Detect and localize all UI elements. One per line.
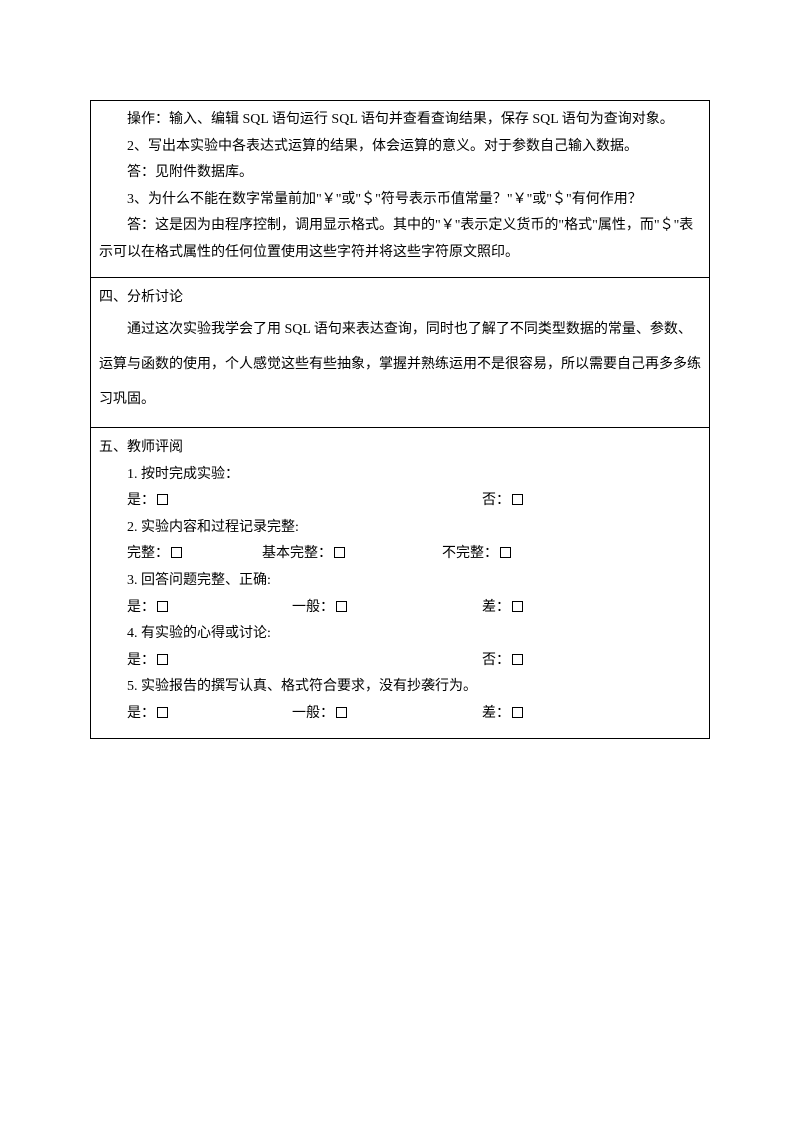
q5-text: 5. 实验报告的撰写认真、格式符合要求，没有抄袭行为。 [99, 674, 701, 701]
q4-no-label: 否： [482, 653, 510, 668]
document-table: 操作：输入、编辑 SQL 语句运行 SQL 语句并查看查询结果，保存 SQL 语… [90, 100, 710, 739]
q3-bad-checkbox[interactable] [512, 601, 523, 612]
q5-yes-label: 是： [127, 706, 155, 721]
section-experiment-content: 操作：输入、编辑 SQL 语句运行 SQL 语句并查看查询结果，保存 SQL 语… [91, 101, 710, 278]
q2-basic-checkbox[interactable] [334, 547, 345, 558]
para-a2: 答：见附件数据库。 [99, 160, 701, 187]
q1-yes-label: 是： [127, 493, 155, 508]
q2-complete-checkbox[interactable] [171, 547, 182, 558]
q4-options: 是： 否： [99, 648, 701, 675]
section4-title: 四、分析讨论 [99, 284, 701, 312]
q3-text: 3. 回答问题完整、正确: [99, 568, 701, 595]
para-q3: 3、为什么不能在数字常量前加"￥"或"＄"符号表示币值常量？"￥"或"＄"有何作… [99, 187, 701, 214]
q3-yes-label: 是： [127, 600, 155, 615]
q2-incomplete-label: 不完整： [442, 546, 498, 561]
section-teacher-review: 五、教师评阅 1. 按时完成实验： 是： 否： 2. 实验内容和过程记录完整: … [91, 427, 710, 738]
q2-text: 2. 实验内容和过程记录完整: [99, 515, 701, 542]
q1-options: 是： 否： [99, 488, 701, 515]
q3-options: 是： 一般： 差： [99, 595, 701, 622]
q5-normal-label: 一般： [292, 706, 334, 721]
q2-options: 完整： 基本完整： 不完整： [99, 541, 701, 568]
q2-incomplete-checkbox[interactable] [500, 547, 511, 558]
q5-yes-checkbox[interactable] [157, 707, 168, 718]
q3-normal-checkbox[interactable] [336, 601, 347, 612]
section5-title: 五、教师评阅 [99, 434, 701, 462]
q2-basic-label: 基本完整： [262, 546, 332, 561]
q4-no-checkbox[interactable] [512, 654, 523, 665]
para-a3: 答：这是因为由程序控制，调用显示格式。其中的"￥"表示定义货币的"格式"属性，而… [99, 213, 701, 266]
q4-yes-label: 是： [127, 653, 155, 668]
q2-complete-label: 完整： [127, 546, 169, 561]
q1-no-label: 否： [482, 493, 510, 508]
para-op: 操作：输入、编辑 SQL 语句运行 SQL 语句并查看查询结果，保存 SQL 语… [99, 107, 701, 134]
q5-options: 是： 一般： 差： [99, 701, 701, 728]
para-q2: 2、写出本实验中各表达式运算的结果，体会运算的意义。对于参数自己输入数据。 [99, 134, 701, 161]
q1-text: 1. 按时完成实验： [99, 462, 701, 489]
q3-normal-label: 一般： [292, 600, 334, 615]
q5-bad-label: 差： [482, 706, 510, 721]
q5-normal-checkbox[interactable] [336, 707, 347, 718]
q1-yes-checkbox[interactable] [157, 494, 168, 505]
q3-yes-checkbox[interactable] [157, 601, 168, 612]
q5-bad-checkbox[interactable] [512, 707, 523, 718]
section4-body: 通过这次实验我学会了用 SQL 语句来表达查询，同时也了解了不同类型数据的常量、… [99, 312, 701, 417]
q4-yes-checkbox[interactable] [157, 654, 168, 665]
q1-no-checkbox[interactable] [512, 494, 523, 505]
section-analysis: 四、分析讨论 通过这次实验我学会了用 SQL 语句来表达查询，同时也了解了不同类… [91, 277, 710, 427]
q4-text: 4. 有实验的心得或讨论: [99, 621, 701, 648]
q3-bad-label: 差： [482, 600, 510, 615]
